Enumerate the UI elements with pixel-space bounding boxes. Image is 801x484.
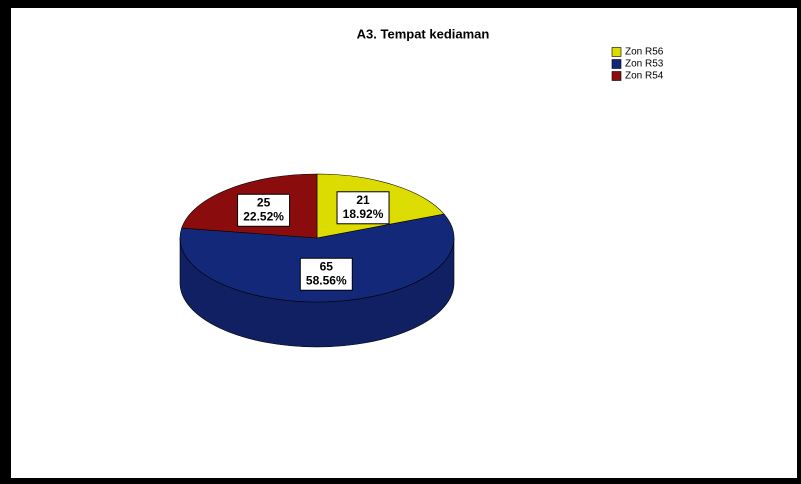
chart-title: A3. Tempat kediaman [357, 26, 490, 41]
legend-swatch [611, 59, 622, 69]
legend-label: Zon R54 [625, 71, 664, 82]
frame-right [797, 0, 801, 484]
frame-left [0, 0, 11, 484]
data-label-count: 21 [356, 193, 370, 207]
legend-swatch [611, 47, 622, 57]
data-label-box [336, 191, 390, 225]
legend-swatch [611, 71, 622, 81]
legend-label: Zon R53 [625, 59, 664, 70]
data-label-count: 25 [257, 195, 271, 209]
data-label-percent: 22.52% [243, 209, 284, 223]
data-label-count: 65 [320, 259, 334, 273]
data-label-percent: 58.56% [306, 273, 347, 287]
data-label-box [237, 193, 291, 227]
frame-top [0, 0, 801, 8]
data-label-box [299, 257, 353, 291]
frame-bottom [0, 478, 801, 484]
legend-label: Zon R56 [625, 47, 664, 58]
data-label-percent: 18.92% [343, 207, 384, 221]
